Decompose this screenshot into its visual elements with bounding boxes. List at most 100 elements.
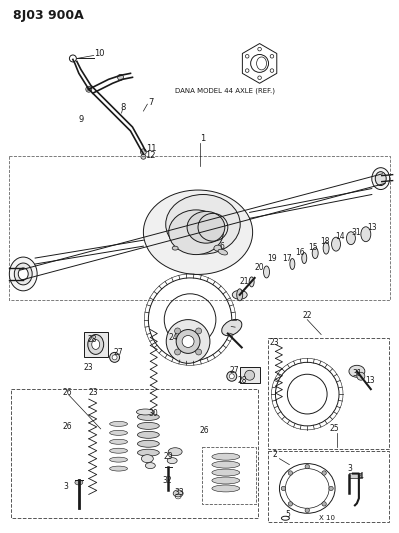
Circle shape bbox=[329, 486, 333, 491]
Text: 14: 14 bbox=[335, 232, 345, 241]
Text: 26: 26 bbox=[63, 387, 73, 397]
Text: 25: 25 bbox=[329, 424, 339, 433]
Ellipse shape bbox=[173, 490, 183, 497]
Ellipse shape bbox=[110, 439, 128, 444]
Ellipse shape bbox=[14, 263, 32, 285]
Circle shape bbox=[182, 335, 194, 348]
Circle shape bbox=[229, 374, 234, 379]
Text: 33: 33 bbox=[174, 488, 184, 497]
Text: 12: 12 bbox=[145, 151, 156, 160]
Ellipse shape bbox=[232, 290, 247, 299]
Ellipse shape bbox=[110, 457, 128, 462]
Text: 8J03 900A: 8J03 900A bbox=[13, 9, 84, 22]
Bar bbox=[240, 367, 260, 383]
Circle shape bbox=[86, 86, 92, 92]
Text: 6: 6 bbox=[220, 241, 225, 251]
Ellipse shape bbox=[18, 268, 28, 280]
Text: 9: 9 bbox=[79, 115, 84, 124]
Circle shape bbox=[196, 328, 201, 334]
Circle shape bbox=[305, 464, 310, 469]
Text: 11: 11 bbox=[146, 144, 157, 154]
Circle shape bbox=[175, 349, 180, 355]
Ellipse shape bbox=[88, 335, 104, 354]
Bar bbox=[11, 389, 258, 518]
Ellipse shape bbox=[9, 257, 37, 291]
Text: 31: 31 bbox=[351, 228, 361, 237]
Text: 13: 13 bbox=[365, 376, 375, 385]
Text: 3: 3 bbox=[63, 482, 68, 491]
Text: 13: 13 bbox=[367, 223, 376, 232]
Ellipse shape bbox=[264, 266, 269, 278]
Ellipse shape bbox=[323, 242, 329, 254]
Text: 4: 4 bbox=[359, 472, 364, 481]
Text: 16: 16 bbox=[295, 248, 305, 256]
Ellipse shape bbox=[375, 172, 386, 185]
Text: 18: 18 bbox=[320, 237, 330, 246]
Text: 28: 28 bbox=[238, 376, 247, 385]
Text: 28: 28 bbox=[88, 335, 97, 344]
Ellipse shape bbox=[136, 409, 154, 415]
Text: 3: 3 bbox=[347, 464, 352, 473]
Text: 22: 22 bbox=[302, 311, 312, 320]
Text: 21: 21 bbox=[240, 277, 249, 286]
Text: 23: 23 bbox=[84, 363, 93, 372]
Text: 10: 10 bbox=[94, 49, 104, 58]
Ellipse shape bbox=[290, 259, 295, 270]
Ellipse shape bbox=[141, 455, 153, 463]
Text: 19: 19 bbox=[267, 254, 277, 263]
Circle shape bbox=[322, 502, 326, 506]
Ellipse shape bbox=[137, 431, 159, 438]
Circle shape bbox=[288, 502, 292, 506]
Circle shape bbox=[322, 471, 326, 475]
Ellipse shape bbox=[143, 190, 253, 274]
Text: 26: 26 bbox=[63, 422, 73, 431]
Text: 20: 20 bbox=[255, 263, 264, 272]
Circle shape bbox=[196, 349, 201, 355]
Ellipse shape bbox=[110, 466, 128, 471]
Text: 27: 27 bbox=[230, 366, 239, 375]
Circle shape bbox=[87, 88, 90, 91]
Ellipse shape bbox=[167, 458, 177, 464]
Ellipse shape bbox=[349, 365, 365, 377]
Ellipse shape bbox=[137, 449, 159, 456]
Ellipse shape bbox=[168, 448, 182, 456]
Circle shape bbox=[166, 320, 210, 364]
Text: X 10: X 10 bbox=[319, 515, 335, 521]
Circle shape bbox=[288, 471, 292, 475]
Bar bbox=[349, 473, 361, 478]
Ellipse shape bbox=[332, 237, 340, 251]
Bar bbox=[267, 451, 389, 522]
Ellipse shape bbox=[169, 210, 223, 255]
Ellipse shape bbox=[212, 469, 240, 476]
Text: 31: 31 bbox=[352, 369, 361, 378]
Ellipse shape bbox=[110, 448, 128, 453]
Text: 2: 2 bbox=[273, 450, 277, 459]
Ellipse shape bbox=[212, 461, 240, 468]
Text: 32: 32 bbox=[162, 476, 172, 485]
Ellipse shape bbox=[172, 246, 178, 250]
Text: 7: 7 bbox=[148, 98, 154, 107]
Ellipse shape bbox=[357, 372, 365, 380]
Ellipse shape bbox=[237, 289, 243, 301]
Ellipse shape bbox=[312, 248, 318, 259]
Text: 17: 17 bbox=[282, 254, 292, 263]
Text: 23: 23 bbox=[269, 338, 279, 347]
Circle shape bbox=[175, 328, 180, 334]
Text: 27: 27 bbox=[114, 348, 123, 357]
Circle shape bbox=[176, 329, 200, 353]
Text: 24: 24 bbox=[168, 333, 178, 342]
Text: 8: 8 bbox=[120, 103, 126, 111]
Circle shape bbox=[245, 370, 255, 380]
Ellipse shape bbox=[302, 253, 307, 263]
Circle shape bbox=[141, 154, 146, 159]
Ellipse shape bbox=[187, 212, 225, 243]
Text: DANA MODEL 44 AXLE (REF.): DANA MODEL 44 AXLE (REF.) bbox=[175, 88, 275, 94]
Ellipse shape bbox=[137, 414, 159, 421]
Text: 23: 23 bbox=[89, 387, 99, 397]
Ellipse shape bbox=[212, 485, 240, 492]
Circle shape bbox=[112, 355, 117, 360]
Ellipse shape bbox=[137, 423, 159, 430]
Ellipse shape bbox=[361, 227, 371, 241]
Ellipse shape bbox=[166, 195, 240, 254]
Circle shape bbox=[110, 352, 120, 362]
